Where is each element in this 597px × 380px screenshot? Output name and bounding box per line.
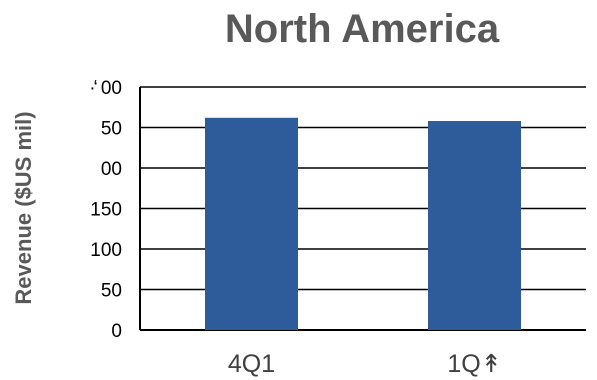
y-tick-label: 150 <box>90 200 122 221</box>
x-tick-label: 4Q1 <box>228 350 275 378</box>
bars <box>205 117 521 331</box>
x-tick-labels: 4Q1 1Q↟ <box>228 350 502 378</box>
y-tick-labels: 0 50 100 150 00 50 ·̒ 00 <box>89 78 122 342</box>
y-tick-label: 50 <box>101 119 122 140</box>
y-tick-label: 00 <box>101 159 122 180</box>
bar <box>428 121 521 331</box>
y-tick-label: 50 <box>101 281 122 302</box>
bar <box>205 117 298 330</box>
y-tick-label: 100 <box>90 240 122 261</box>
y-tick-label: ·̒ 00 <box>89 78 122 99</box>
y-axis-label: Revenue ($US mil) <box>11 111 36 304</box>
chart-title: North America <box>225 7 500 51</box>
y-tick-label: 0 <box>111 321 122 342</box>
x-tick-label: 1Q↟ <box>447 350 501 378</box>
